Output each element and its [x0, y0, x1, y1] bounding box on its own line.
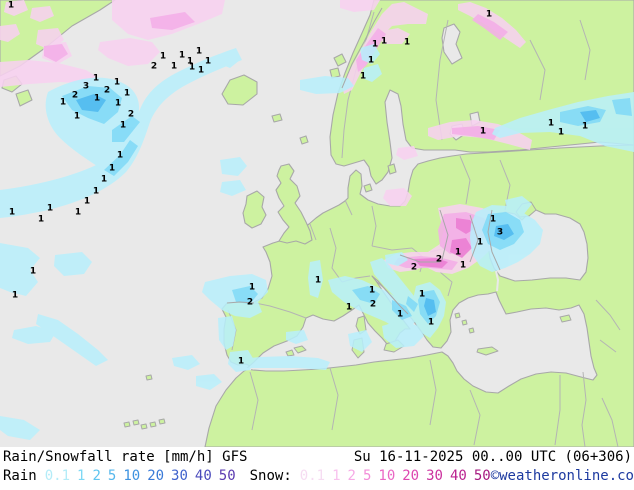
copyright: ©weatheronline.co.uk: [490, 468, 634, 484]
rain-scale-value: 1: [77, 468, 86, 484]
snow-scale-value: 2: [347, 468, 356, 484]
snow-legend-label: Snow:: [249, 468, 292, 484]
rain-scale-value: 2: [92, 468, 101, 484]
snow-scale: 0.1 1 2 5 10 20 30 40 50: [300, 468, 491, 484]
coast-overlay-strokes: [226, 7, 501, 315]
rain-scale-value: 20: [147, 468, 165, 484]
rain-scale-value: 10: [123, 468, 141, 484]
map-title: Rain/Snowfall rate [mm/h] GFS: [3, 449, 248, 465]
snow-scale-value: 5: [362, 468, 372, 484]
rain-legend-label: Rain: [3, 468, 37, 484]
snow-scale-value: 30: [426, 468, 443, 484]
rain-scale: 0.1 1 2 5 10 20 30 40 50: [45, 468, 236, 484]
snow-scale-value: 40: [449, 468, 467, 484]
snow-scale-value: 50: [473, 468, 491, 484]
snow-areas: [0, 0, 532, 274]
snow-scale-value: 20: [402, 468, 420, 484]
snow-scale-value: 1: [332, 468, 341, 484]
rain-scale-value: 50: [218, 468, 236, 484]
snow-scale-value: 0.1: [299, 468, 326, 484]
europe-precipitation-map: [0, 0, 634, 447]
title-row: Rain/Snowfall rate [mm/h] GFS Su 16-11-2…: [0, 449, 634, 466]
rain-scale-value: 0.1: [44, 468, 71, 484]
legend-row: Rain 0.1 1 2 5 10 20 30 40 50 Snow: 0.1 1 2 5 10 20 30…: [0, 468, 634, 486]
rain-scale-value: 40: [194, 468, 212, 484]
rain-scale-value: 30: [171, 468, 188, 484]
info-bar: Rain/Snowfall rate [mm/h] GFS Su 16-11-2…: [0, 447, 634, 490]
rain-areas: [0, 44, 634, 440]
rain-scale-value: 5: [107, 468, 117, 484]
map-datetime: Su 16-11-2025 00..00 UTC (06+306): [353, 449, 632, 465]
snow-scale-value: 10: [378, 468, 396, 484]
